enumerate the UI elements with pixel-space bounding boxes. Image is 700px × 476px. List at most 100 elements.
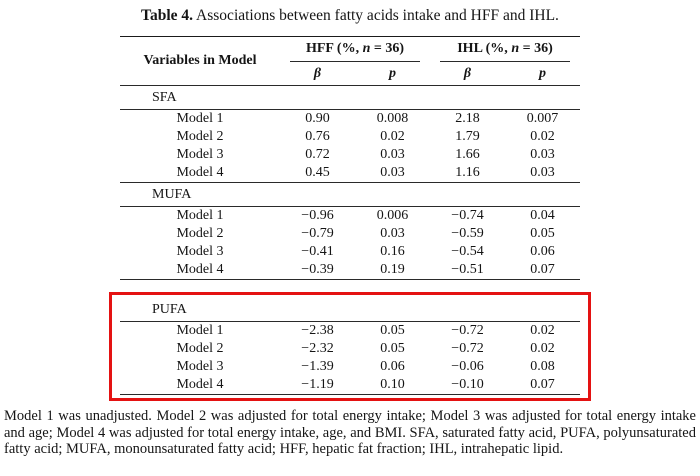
value-cell: 0.006 (376, 208, 409, 223)
section-sfa: SFA Model 1 0.90 0.008 2.18 0.007 Model 2 0.76 0… (120, 86, 580, 183)
group-text: = 36) (370, 41, 405, 56)
value-cell: 0.16 (380, 244, 405, 259)
value-cell: −0.51 (451, 262, 484, 277)
value-cell: 0.05 (530, 226, 555, 241)
table-row: Model 2 −2.32 0.05 −0.72 0.02 (120, 340, 580, 358)
table-row: Model 3 −0.41 0.16 −0.54 0.06 (120, 243, 580, 261)
table-caption-text: Associations between fatty acids intake … (193, 7, 559, 24)
value-cell: 0.76 (305, 129, 330, 144)
table-header: Variables in Model HFF (%, n = 36) IHL (… (120, 37, 580, 85)
value-cell: 1.16 (455, 165, 480, 180)
table-caption-label: Table 4. (141, 7, 194, 24)
row-label: Model 2 (176, 129, 224, 144)
subheader-beta-ihl: β (463, 65, 472, 81)
italic-n: n (511, 41, 520, 56)
row-label: Model 1 (176, 323, 224, 338)
table-rule (120, 321, 580, 322)
value-cell: 2.18 (455, 111, 480, 126)
value-cell: −0.79 (301, 226, 334, 241)
italic-n: n (362, 41, 371, 56)
value-cell: 0.02 (530, 341, 555, 356)
value-cell: 0.90 (305, 111, 330, 126)
group-underline-hff (280, 61, 430, 62)
group-text: = 36) (519, 41, 553, 56)
row-header-cell: Variables in Model (143, 53, 257, 68)
value-cell: 0.10 (380, 377, 405, 392)
group-text: IHL (%, (457, 41, 512, 56)
row-label: Model 4 (176, 262, 224, 277)
value-cell: −0.39 (301, 262, 334, 277)
row-label: Model 3 (176, 244, 224, 259)
value-cell: −0.54 (451, 244, 484, 259)
group-underline-ihl (430, 61, 580, 62)
value-cell: −0.41 (301, 244, 334, 259)
value-cell: 0.008 (376, 111, 409, 126)
value-cell: 0.02 (380, 129, 405, 144)
value-cell: −0.96 (301, 208, 334, 223)
value-cell: 0.08 (530, 359, 555, 374)
value-cell: 0.007 (526, 111, 559, 126)
row-label: Model 3 (176, 359, 224, 374)
value-cell: 0.19 (380, 262, 405, 277)
table-body: SFA Model 1 0.90 0.008 2.18 0.007 Model 2 0.76 0… (109, 86, 591, 401)
table-footnote: Model 1 was unadjusted. Model 2 was adju… (4, 408, 696, 457)
value-cell: −0.72 (451, 323, 484, 338)
group-header-row: HFF (%, n = 36) IHL (%, n = 36) (280, 37, 580, 61)
value-cell: 0.05 (380, 323, 405, 338)
table-rule (120, 109, 580, 110)
value-cell: 0.72 (305, 147, 330, 162)
value-cell: 0.04 (530, 208, 555, 223)
table-rule (120, 394, 580, 395)
data-table: Variables in Model HFF (%, n = 36) IHL (… (109, 36, 591, 401)
value-cell: 1.66 (455, 147, 480, 162)
value-cell: −2.32 (301, 341, 334, 356)
table-row: Model 2 0.76 0.02 1.79 0.02 (120, 128, 580, 146)
table-row: Model 1 −0.96 0.006 −0.74 0.04 (120, 207, 580, 225)
value-cell: 0.06 (530, 244, 555, 259)
group-underline-row (280, 61, 580, 62)
value-cell: 0.03 (380, 147, 405, 162)
row-label: Model 1 (176, 208, 224, 223)
value-cell: 0.03 (380, 165, 405, 180)
value-cell: −0.10 (451, 377, 484, 392)
table-rule (120, 182, 580, 183)
table-row: Model 3 0.72 0.03 1.66 0.03 (120, 146, 580, 164)
value-cell: −0.72 (451, 341, 484, 356)
value-cell: 0.02 (530, 129, 555, 144)
table-rule (120, 85, 580, 86)
table-row: Model 4 −1.19 0.10 −0.10 0.07 (120, 376, 580, 394)
row-label: Model 4 (176, 377, 224, 392)
subheader-p-hff: p (389, 65, 396, 81)
table-row: Model 4 0.45 0.03 1.16 0.03 (120, 164, 580, 182)
section-mufa: MUFA Model 1 −0.96 0.006 −0.74 0.04 Model 2 −0.… (120, 183, 580, 280)
value-cell: 0.03 (380, 226, 405, 241)
value-cell: 0.05 (380, 341, 405, 356)
subheader-beta-hff: β (313, 65, 322, 81)
table-caption: Table 4. Associations between fatty acid… (0, 0, 700, 25)
row-label: Model 1 (176, 111, 224, 126)
col-group-ihl: IHL (%, n = 36) (430, 41, 580, 57)
subheader-p-ihl: p (539, 65, 546, 81)
value-cell: 0.02 (530, 323, 555, 338)
section-name-pufa: PUFA (152, 301, 187, 317)
row-label: Model 2 (176, 341, 224, 356)
value-cell: −1.19 (301, 377, 334, 392)
col-group-hff: HFF (%, n = 36) (280, 41, 430, 57)
value-cell: −0.06 (451, 359, 484, 374)
group-text: HFF (%, (305, 41, 363, 56)
value-cell: 1.79 (455, 129, 480, 144)
value-cell: −2.38 (301, 323, 334, 338)
row-label: Model 4 (176, 165, 224, 180)
table-row: Model 3 −1.39 0.06 −0.06 0.08 (120, 358, 580, 376)
table-row: Model 4 −0.39 0.19 −0.51 0.07 (120, 261, 580, 279)
value-cell: −1.39 (301, 359, 334, 374)
column-groups: HFF (%, n = 36) IHL (%, n = 36) β p β p (280, 37, 580, 85)
row-label: Model 3 (176, 147, 224, 162)
value-cell: 0.07 (530, 377, 555, 392)
row-label: Model 2 (176, 226, 224, 241)
table-row: Model 2 −0.79 0.03 −0.59 0.05 (120, 225, 580, 243)
subheader-row: β p β p (280, 62, 580, 85)
section-pufa: PUFA Model 1 −2.38 0.05 −0.72 0.02 Model 2 −2.3… (109, 292, 591, 401)
value-cell: −0.59 (451, 226, 484, 241)
